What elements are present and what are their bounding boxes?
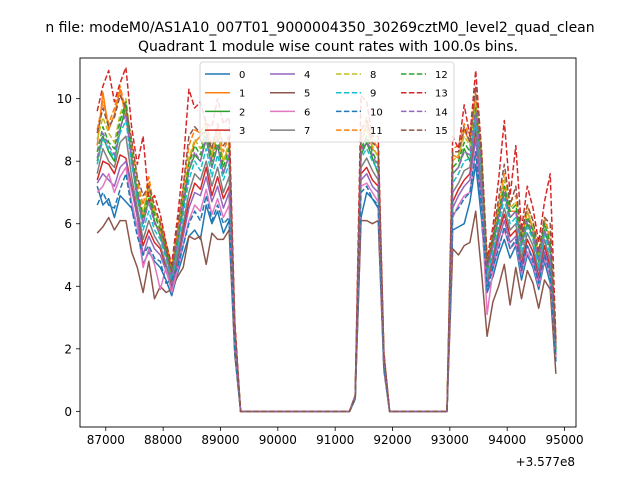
x-tick-label: 94000 <box>488 433 526 447</box>
legend-label-10: 10 <box>370 107 383 118</box>
x-tick-label: 88000 <box>144 433 182 447</box>
x-axis-offset-label: +3.577e8 <box>516 455 575 469</box>
x-tick-label: 89000 <box>201 433 239 447</box>
legend-label-8: 8 <box>370 70 376 81</box>
y-tick-label: 8 <box>64 155 72 169</box>
legend-label-11: 11 <box>370 126 383 137</box>
plot-lines <box>96 66 557 413</box>
legend-label-13: 13 <box>435 89 448 100</box>
x-tick-label: 90000 <box>259 433 297 447</box>
series-line-15 <box>96 85 557 413</box>
x-tick-label: 87000 <box>87 433 125 447</box>
legend-label-12: 12 <box>435 70 448 81</box>
figure-suptitle: n file: modeM0/AS1A10_007T01_9000004350_… <box>45 20 594 36</box>
x-axis: 87000 88000 89000 90000 91000 92000 93000 94000… <box>87 427 584 447</box>
y-tick-label: 4 <box>64 280 72 294</box>
legend-label-1: 1 <box>239 89 245 100</box>
plot-frame <box>79 57 577 428</box>
y-tick-label: 6 <box>64 217 72 231</box>
legend-label-4: 4 <box>304 70 310 81</box>
y-tick-label: 2 <box>64 342 72 356</box>
legend-label-5: 5 <box>304 89 310 100</box>
series-line-14 <box>96 110 557 413</box>
legend-label-0: 0 <box>239 70 245 81</box>
y-axis: 0 2 4 6 8 10 <box>57 92 80 419</box>
x-tick-label: 93000 <box>431 433 469 447</box>
x-tick-label: 92000 <box>373 433 411 447</box>
legend-label-2: 2 <box>239 107 245 118</box>
y-tick-label: 0 <box>64 405 72 419</box>
legend-label-14: 14 <box>435 107 448 118</box>
legend-box <box>199 61 455 143</box>
x-tick-label: 95000 <box>545 433 583 447</box>
series-line-10 <box>96 151 557 413</box>
legend-label-9: 9 <box>370 89 376 100</box>
x-tick-label: 91000 <box>316 433 354 447</box>
chart-title: Quadrant 1 module wise count rates with … <box>138 39 518 55</box>
legend-label-3: 3 <box>239 126 245 137</box>
legend-label-6: 6 <box>304 107 310 118</box>
y-tick-label: 10 <box>57 92 72 106</box>
legend-label-15: 15 <box>435 126 448 137</box>
legend-label-7: 7 <box>304 126 310 137</box>
